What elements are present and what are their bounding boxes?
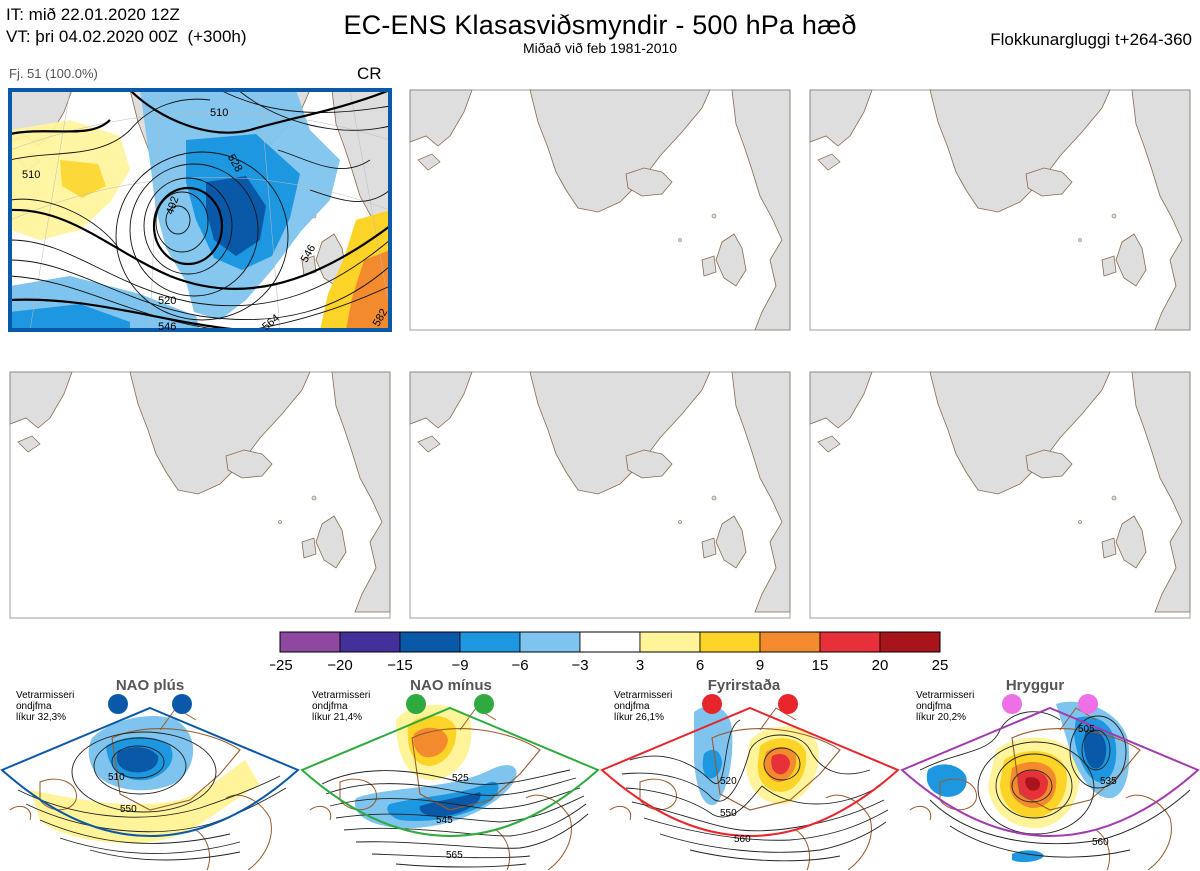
contour-label: 510 (210, 107, 228, 119)
colorbar-bin (639, 631, 701, 653)
regime-marker (1002, 694, 1022, 714)
regime-months: ondjfma (916, 701, 952, 712)
regime-contour-label: 525 (452, 773, 469, 784)
colorbar-tick-label: 6 (696, 657, 704, 674)
regime-contour-label: 560 (734, 834, 751, 845)
regime-season: Vetrarmisseri (16, 690, 75, 701)
colorbar: −25 −20 −15 −9 −6 −3 3 6 9 15 20 25 (270, 631, 949, 674)
empty-map-panel-2 (409, 89, 791, 331)
regime-map-nao-minus[interactable]: 525 545 565 (300, 690, 600, 870)
regime-months: ondjfma (16, 701, 52, 712)
regime-title-nao-plus: NAO plús (115, 677, 185, 694)
regime-title-blocking: Fyrirstaða (707, 677, 781, 694)
cluster-frame (8, 88, 392, 332)
regime-stats-ridge: Vetrarmisseri ondjfma líkur 20,2% (916, 690, 974, 723)
regime-title-nao-minus: NAO mínus (410, 677, 492, 694)
regime-contour-label: 545 (436, 815, 453, 826)
regime-stats-nao-plus: Vetrarmisseri ondjfma líkur 32,3% (16, 690, 74, 723)
colorbar-bin (279, 631, 341, 653)
empty-map-panel-5 (409, 371, 791, 619)
colorbar-tick-label: −9 (451, 657, 468, 674)
initial-time: IT: mið 22.01.2020 12Z (6, 5, 180, 24)
cluster-map: 510 492 528 510 520 546 546 564 582 (8, 88, 392, 332)
regime-contour-label: 560 (1092, 837, 1109, 848)
colorbar-tick-label: 25 (932, 657, 949, 674)
height-contours (9, 89, 391, 331)
colorbar-bin (699, 631, 761, 653)
anomaly-shading (10, 90, 390, 330)
regime-season: Vetrarmisseri (614, 690, 673, 701)
regime-months: ondjfma (312, 701, 348, 712)
regime-marker (108, 694, 128, 714)
regime-marker (172, 694, 192, 714)
regime-marker (702, 694, 722, 714)
colorbar-bin (399, 631, 461, 653)
height-contours-major (9, 88, 391, 332)
colorbar-bin (579, 631, 641, 653)
regime-contour-label: 550 (720, 808, 737, 819)
regime-marker (474, 694, 494, 714)
regime-stats-nao-minus: Vetrarmisseri ondjfma líkur 21,4% (312, 690, 370, 723)
classification-window: Flokkunargluggi t+264-360 (990, 30, 1192, 49)
regime-map-blocking[interactable]: 520 550 560 (600, 690, 900, 870)
contour-label: 492 (164, 195, 182, 216)
regime-months: ondjfma (614, 701, 650, 712)
colorbar-bin (519, 631, 581, 653)
contour-label: 520 (158, 295, 176, 307)
contour-label: 510 (22, 169, 40, 181)
colorbar-tick-label: −15 (387, 657, 412, 674)
colorbar-tick-label: 20 (872, 657, 889, 674)
run-info: IT: mið 22.01.2020 12Z VT: þri 04.02.202… (6, 4, 247, 48)
cluster-caption: Fj. 51 (100.0%) (9, 66, 98, 81)
colorbar-tick-label: 3 (636, 657, 644, 674)
colorbar-tick-label: −6 (511, 657, 528, 674)
regime-marker (406, 694, 426, 714)
regime-contour-label: 510 (108, 772, 125, 783)
cluster-regime-code: CR (357, 64, 382, 83)
colorbar-tick-label: −25 (270, 657, 293, 674)
colorbar-bin (339, 631, 401, 653)
regime-contour-label: 520 (720, 776, 737, 787)
colorbar-tick-label: −20 (327, 657, 352, 674)
regime-marker (1078, 694, 1098, 714)
colorbar-tick-label: 9 (756, 657, 764, 674)
empty-map-panel-4 (9, 371, 391, 619)
regime-map-nao-plus[interactable]: 510 550 (0, 690, 300, 870)
regime-likelihood: líkur 20,2% (916, 712, 967, 723)
colorbar-bin (459, 631, 521, 653)
contour-label: 546 (158, 321, 176, 332)
regime-contour-label: 565 (446, 850, 463, 861)
regime-stats-blocking: Vetrarmisseri ondjfma líkur 26,1% (614, 690, 672, 723)
colorbar-bin (879, 631, 941, 653)
colorbar-bin (819, 631, 881, 653)
page-title: EC-ENS Klasasviðsmyndir - 500 hPa hæð (343, 10, 857, 40)
empty-map-panel-3 (809, 89, 1191, 331)
regime-marker (778, 694, 798, 714)
regime-map-ridge[interactable]: 505 535 560 (900, 690, 1200, 870)
colorbar-tick-label: −3 (571, 657, 588, 674)
colorbar-bin (759, 631, 821, 653)
regime-contour-label: 505 (1078, 724, 1095, 735)
empty-map-panel-6 (809, 371, 1191, 619)
regime-season: Vetrarmisseri (916, 690, 975, 701)
colorbar-tick-label: 15 (812, 657, 829, 674)
regime-contour-label: 535 (1100, 776, 1117, 787)
regime-contour-label: 550 (120, 804, 137, 815)
regime-likelihood: líkur 26,1% (614, 712, 665, 723)
regime-title-ridge: Hryggur (1005, 677, 1065, 694)
regime-likelihood: líkur 32,3% (16, 712, 67, 723)
valid-time: VT: þri 04.02.2020 00Z (+300h) (6, 27, 247, 46)
regime-season: Vetrarmisseri (312, 690, 371, 701)
page-subtitle: Miðað við feb 1981-2010 (522, 40, 678, 56)
regime-likelihood: líkur 21,4% (312, 712, 363, 723)
